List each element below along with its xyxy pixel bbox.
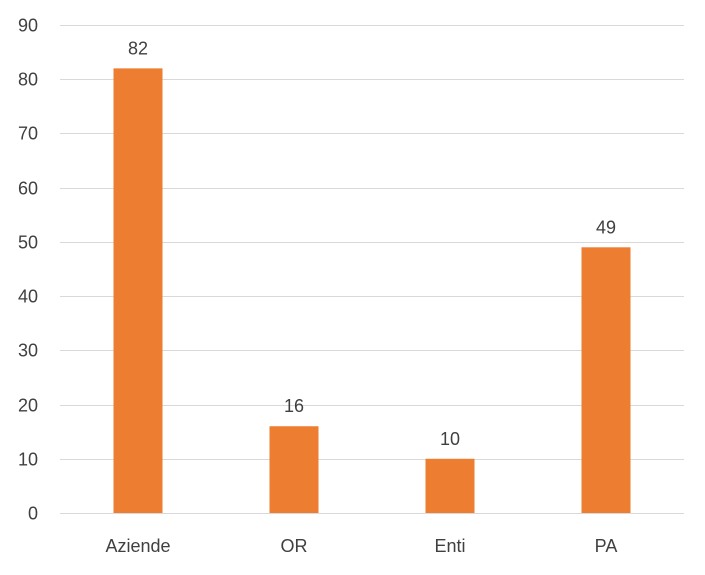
bar-or [269, 426, 319, 513]
y-tick-label: 30 [18, 341, 38, 361]
y-tick-label: 90 [18, 16, 38, 36]
category-label-aziende: Aziende [105, 536, 170, 556]
y-tick-label: 20 [18, 396, 38, 416]
data-label-pa: 49 [596, 217, 616, 237]
data-labels: 82 16 10 49 [128, 38, 616, 448]
data-label-enti: 10 [440, 429, 460, 449]
bar-pa [581, 247, 631, 514]
gridlines [60, 25, 684, 514]
bar-enti [425, 458, 475, 513]
category-label-pa: PA [595, 536, 618, 556]
y-tick-label: 60 [18, 179, 38, 199]
data-label-or: 16 [284, 396, 304, 416]
bars [113, 68, 631, 514]
data-label-aziende: 82 [128, 38, 148, 58]
y-tick-label: 0 [28, 504, 38, 524]
y-tick-label: 70 [18, 124, 38, 144]
category-label-or: OR [281, 536, 308, 556]
y-tick-label: 40 [18, 287, 38, 307]
y-axis-tick-labels: 0 10 20 30 40 50 60 70 80 90 [18, 16, 38, 524]
y-tick-label: 10 [18, 450, 38, 470]
bar-aziende [113, 68, 163, 513]
y-tick-label: 50 [18, 233, 38, 253]
x-axis-category-labels: Aziende OR Enti PA [105, 536, 617, 556]
category-label-enti: Enti [434, 536, 465, 556]
y-tick-label: 80 [18, 70, 38, 90]
